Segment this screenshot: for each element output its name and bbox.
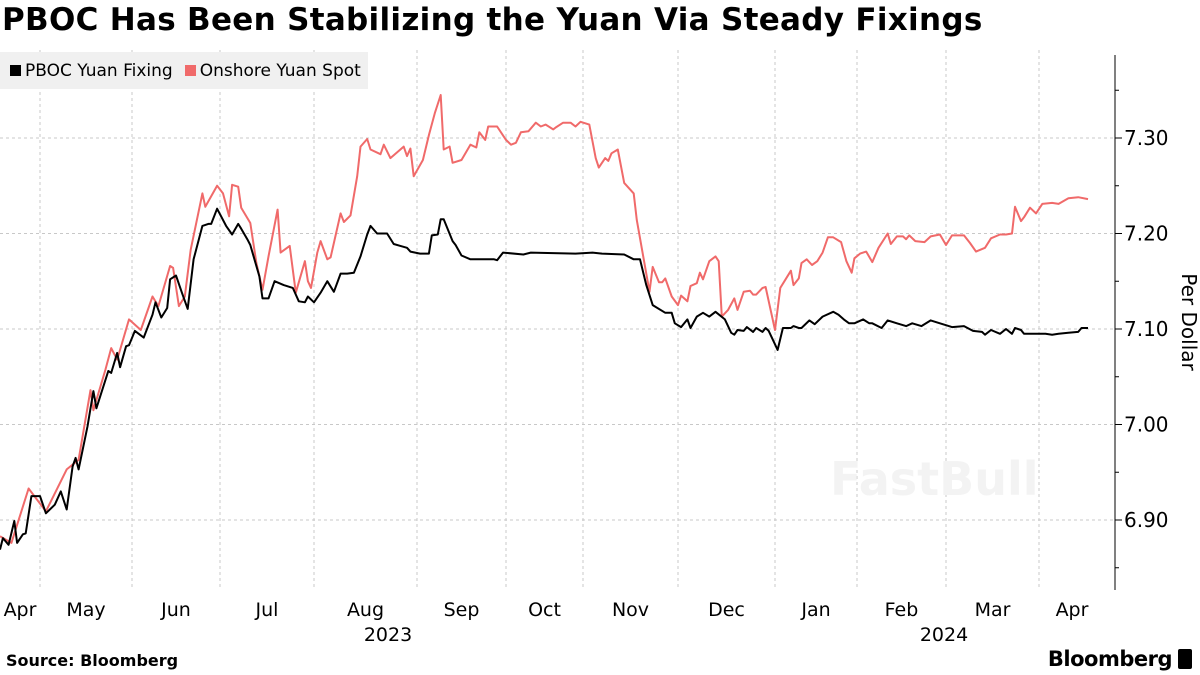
y-tick-label: 7.10: [1124, 317, 1169, 341]
series-line-pboc-fixing: [0, 207, 1088, 550]
bloomberg-logo: Bloomberg: [1048, 647, 1192, 671]
x-tick-label: Mar: [975, 599, 1011, 621]
x-tick-label: Feb: [885, 599, 919, 621]
legend-item-spot: Onshore Yuan Spot: [184, 60, 361, 81]
brand-name: Bloomberg: [1047, 647, 1173, 671]
year-label-2023: 2023: [364, 624, 412, 646]
legend-swatch-fixing: [10, 65, 21, 76]
x-tick-label: Dec: [708, 599, 745, 621]
x-tick-label: May: [66, 599, 105, 621]
legend-label-spot: Onshore Yuan Spot: [199, 60, 361, 81]
x-tick-label: Sep: [444, 599, 480, 621]
legend-item-fixing: PBOC Yuan Fixing: [10, 61, 173, 81]
x-tick-label: Jan: [800, 599, 830, 621]
y-tick-label: 7.20: [1124, 222, 1169, 246]
series-line-onshore-spot: [0, 94, 1089, 544]
x-tick-label: Nov: [612, 599, 649, 621]
y-tick-label: 6.90: [1124, 508, 1169, 532]
y-tick-label: 7.30: [1124, 126, 1169, 150]
bloomberg-mark-icon: [1178, 649, 1192, 669]
x-axis: Apr May Jun Jul Aug Sep Oct Nov Dec Jan Feb Mar Apr: [4, 599, 1089, 621]
grid: [0, 50, 1115, 590]
legend-label-fixing: PBOC Yuan Fixing: [25, 60, 173, 81]
y-axis-label: Per Dollar: [1177, 273, 1200, 371]
year-label-2024: 2024: [920, 624, 968, 646]
x-tick-label: Jun: [160, 599, 191, 621]
source-note: Source: Bloomberg: [6, 651, 179, 670]
y-tick-label: 7.00: [1124, 413, 1169, 437]
x-tick-label: Apr: [1056, 599, 1089, 621]
legend: PBOC Yuan Fixing Onshore Yuan Spot: [0, 52, 368, 89]
watermark: FastBull: [830, 452, 1038, 506]
y-axis: 6.90 7.00 7.10 7.20 7.30: [1114, 55, 1169, 590]
x-tick-label: Jul: [255, 599, 279, 621]
series-lines: [0, 94, 1089, 550]
x-tick-label: Apr: [4, 599, 37, 621]
x-tick-label: Aug: [347, 599, 384, 621]
x-tick-label: Oct: [528, 599, 561, 621]
legend-swatch-spot: [184, 65, 196, 76]
chart-title: PBOC Has Been Stabilizing the Yuan Via S…: [2, 2, 983, 38]
